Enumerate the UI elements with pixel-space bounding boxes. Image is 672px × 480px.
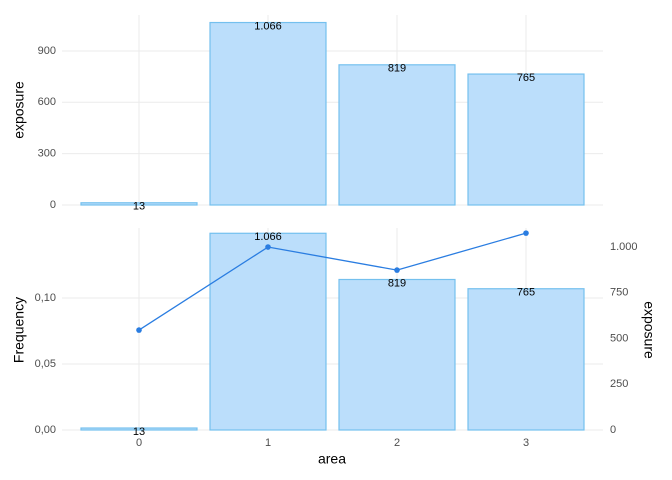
y2-tick-label: 750	[610, 287, 628, 299]
y2-tick-label: 1.000	[610, 241, 638, 253]
bar	[80, 427, 198, 431]
bar	[80, 202, 198, 206]
bar	[209, 232, 327, 431]
data-label: 1.066	[254, 231, 282, 243]
y-tick-label: 300	[38, 148, 56, 160]
bar	[338, 278, 456, 431]
y2-tick-label: 250	[610, 378, 628, 390]
y-tick-label: 0,00	[35, 424, 56, 436]
bar	[209, 21, 327, 206]
data-label: 819	[388, 63, 406, 75]
y-tick-label: 900	[38, 45, 56, 57]
x-tick-label: 0	[136, 437, 142, 449]
y-tick-label: 0	[50, 199, 56, 211]
y2-tick-label: 0	[610, 424, 616, 436]
x-tick-label: 1	[265, 437, 271, 449]
point	[523, 230, 529, 236]
y-axis-label: exposure	[11, 81, 27, 139]
data-label: 13	[133, 201, 145, 213]
data-label: 765	[517, 287, 535, 299]
point	[394, 267, 400, 273]
bar	[338, 64, 456, 206]
point	[136, 327, 142, 333]
point	[265, 244, 271, 250]
x-axis-label: area	[318, 451, 346, 467]
y2-axis-label: exposure	[641, 301, 657, 359]
y-tick-label: 600	[38, 96, 56, 108]
y2-tick-label: 500	[610, 332, 628, 344]
bar	[467, 73, 585, 206]
y-axis-label: Frequency	[11, 297, 27, 363]
y-tick-label: 0,05	[35, 358, 56, 370]
x-tick-label: 3	[523, 437, 529, 449]
x-tick-label: 2	[394, 437, 400, 449]
data-label: 1.066	[254, 20, 282, 32]
data-label: 765	[517, 72, 535, 84]
data-label: 819	[388, 277, 406, 289]
line	[138, 232, 527, 331]
bar	[467, 288, 585, 431]
data-label: 13	[133, 426, 145, 438]
y-tick-label: 0,10	[35, 292, 56, 304]
